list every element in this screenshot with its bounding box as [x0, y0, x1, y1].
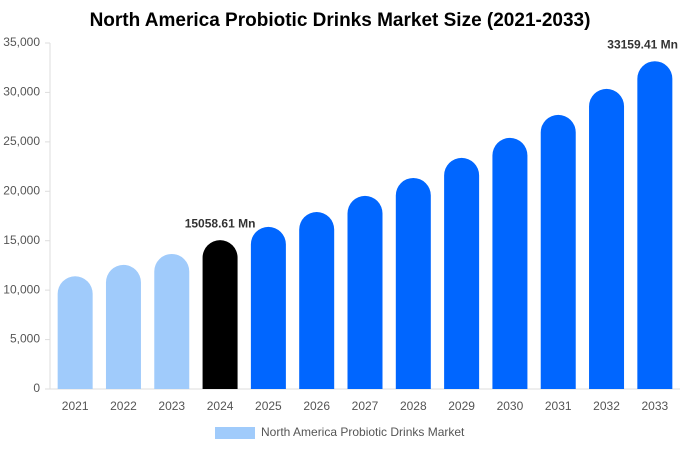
bar	[637, 61, 673, 389]
bar	[299, 212, 335, 389]
bar	[105, 264, 141, 389]
x-tick-label: 2022	[110, 399, 137, 413]
bar	[57, 276, 93, 389]
y-tick-label: 5,000	[10, 332, 40, 346]
y-tick-label: 15,000	[3, 233, 40, 247]
x-tick-label: 2028	[400, 399, 427, 413]
x-tick-label: 2032	[593, 399, 620, 413]
chart-title: North America Probiotic Drinks Market Si…	[90, 10, 591, 31]
x-tick-label: 2031	[545, 399, 572, 413]
bar	[540, 114, 576, 389]
bar	[589, 88, 625, 389]
x-tick-label: 2023	[158, 399, 185, 413]
legend-label: North America Probiotic Drinks Market	[261, 425, 465, 439]
x-tick-label: 2021	[62, 399, 89, 413]
bar	[250, 226, 286, 389]
x-tick-label: 2029	[448, 399, 475, 413]
bar	[347, 195, 383, 389]
bar	[154, 253, 190, 389]
value-label: 33159.41 Mn	[607, 37, 678, 51]
y-tick-label: 35,000	[3, 35, 40, 49]
bar	[444, 157, 480, 389]
x-tick-label: 2027	[352, 399, 379, 413]
x-tick-label: 2024	[207, 399, 234, 413]
y-tick-label: 10,000	[3, 282, 40, 296]
bar	[202, 240, 238, 389]
bar	[395, 177, 431, 389]
y-tick-label: 0	[33, 381, 40, 395]
x-tick-label: 2030	[497, 399, 524, 413]
value-label: 15058.61 Mn	[185, 216, 256, 230]
y-tick-label: 30,000	[3, 85, 40, 99]
y-tick-label: 25,000	[3, 134, 40, 148]
legend-swatch	[215, 427, 255, 439]
bar	[492, 137, 528, 389]
x-tick-label: 2026	[303, 399, 330, 413]
x-tick-label: 2033	[641, 399, 668, 413]
y-tick-label: 20,000	[3, 183, 40, 197]
x-tick-label: 2025	[255, 399, 282, 413]
